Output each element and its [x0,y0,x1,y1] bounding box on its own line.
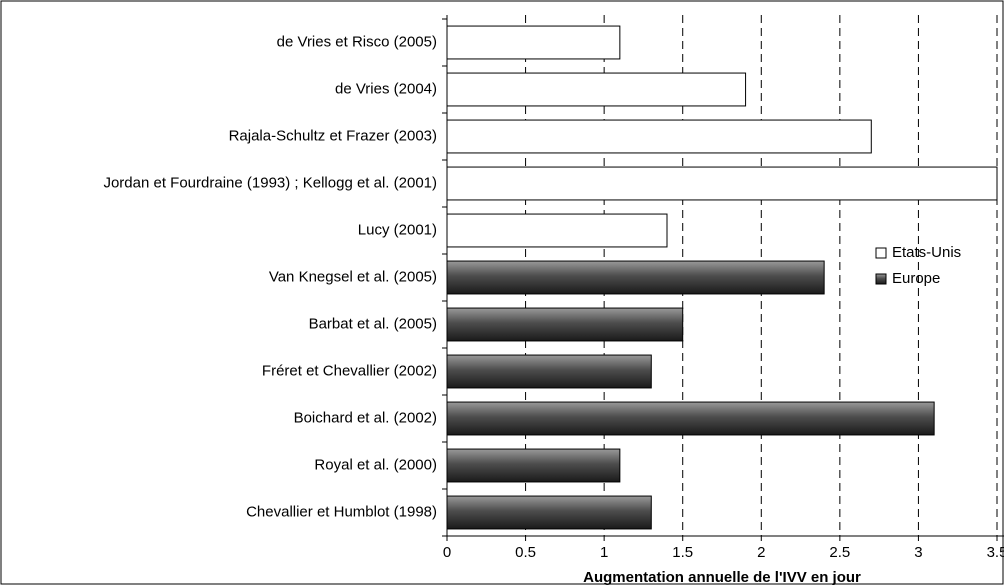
y-tick-label: Chevallier et Humblot (1998) [246,503,437,520]
bar [446,119,872,154]
bar [446,166,998,201]
y-tick-label: Van Knegsel et al. (2005) [269,268,437,285]
legend-swatch [875,247,887,259]
bar [446,401,935,436]
bar [446,307,684,342]
legend-swatch [875,273,887,285]
legend-label: Etats-Unis [892,244,961,261]
y-tick-label: de Vries et Risco (2005) [277,33,437,50]
y-tick-label: Rajala-Schultz et Frazer (2003) [229,127,437,144]
y-tick-label: Jordan et Fourdraine (1993) ; Kellogg et… [103,174,437,191]
x-tick-label: 3 [914,544,922,561]
legend-label: Europe [892,270,940,287]
bar [446,72,747,107]
x-axis-title: Augmentation annuelle de l'IVV en jour [583,569,861,585]
x-tick-label: 0 [443,544,451,561]
bar [446,260,825,295]
bar [446,213,668,248]
bar [446,354,652,389]
x-tick-label: 2 [757,544,765,561]
y-tick-label: Lucy (2001) [358,221,437,238]
y-tick-label: Fréret et Chevallier (2002) [262,362,437,379]
bar [446,448,621,483]
bar [446,25,621,60]
y-tick-label: Royal et al. (2000) [314,456,437,473]
x-tick-label: 3.5 [987,544,1004,561]
y-tick-label: de Vries (2004) [335,80,437,97]
y-tick-label: Barbat et al. (2005) [309,315,437,332]
bar [446,495,652,530]
x-tick-label: 1 [600,544,608,561]
x-tick-label: 2.5 [829,544,850,561]
x-tick-label: 1.5 [672,544,693,561]
y-tick-label: Boichard et al. (2002) [294,409,437,426]
x-tick-label: 0.5 [515,544,536,561]
